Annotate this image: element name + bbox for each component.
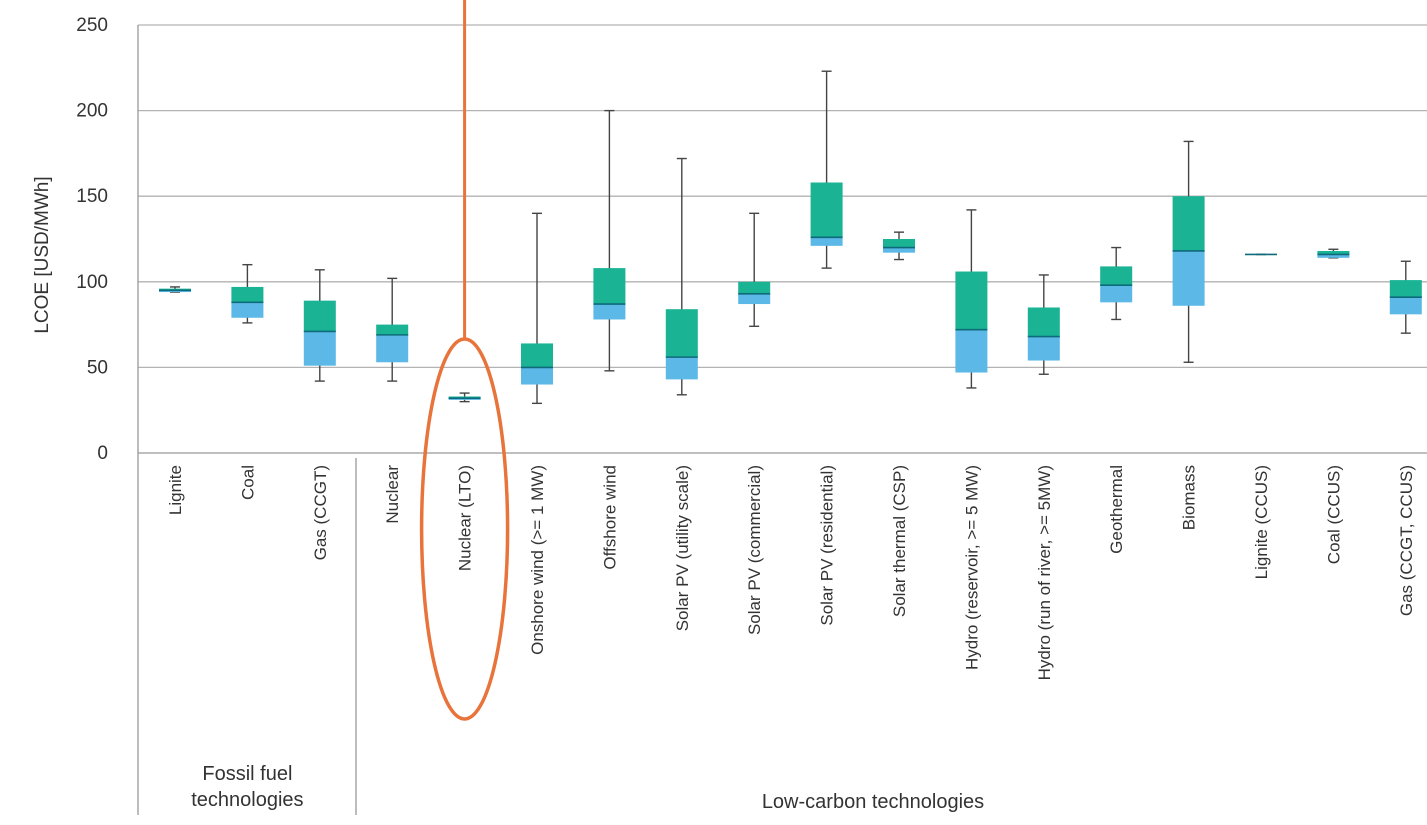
category-label-18: Gas (CCGT, CCUS) xyxy=(1397,465,1416,616)
box-5 xyxy=(448,392,481,403)
y-tick-label-0: 0 xyxy=(97,443,108,464)
box-upper xyxy=(159,288,191,291)
box-upper xyxy=(1100,266,1133,286)
box-9 xyxy=(738,212,771,328)
box-18 xyxy=(1389,260,1422,334)
box-upper xyxy=(1027,307,1060,337)
box-upper xyxy=(376,324,409,335)
box-14 xyxy=(1100,246,1133,321)
box-17 xyxy=(1317,248,1350,259)
group-label-fossil: Fossil fuel technologies xyxy=(191,763,303,811)
group-label-line-2: technologies xyxy=(191,789,303,811)
category-label-17: Coal (CCUS) xyxy=(1324,465,1343,564)
category-label-2: Coal xyxy=(238,465,257,500)
y-tick-label-50: 50 xyxy=(87,357,108,378)
box-15 xyxy=(1172,140,1205,363)
category-label-8: Solar PV (utility scale) xyxy=(673,465,692,631)
category-groups: Fossil fuel technologies Low-carbon techno… xyxy=(191,458,984,815)
x-axis-category-labels: Lignite Coal Gas (CCGT) Nuclear Nuclear (LTO… xyxy=(166,465,1416,681)
category-label-13: Hydro (run of river, >= 5MW) xyxy=(1035,465,1054,680)
y-axis-ticks: 0 50 100 150 200 250 xyxy=(76,15,108,464)
highlight-annotations xyxy=(419,0,510,721)
box-lower xyxy=(1100,285,1133,303)
box-10 xyxy=(810,70,843,269)
box-lower xyxy=(1317,254,1350,258)
box-2 xyxy=(231,263,264,324)
box-lower xyxy=(448,398,481,400)
category-label-1: Lignite xyxy=(166,465,185,515)
category-label-11: Solar thermal (CSP) xyxy=(890,465,909,617)
box-upper xyxy=(665,309,698,358)
group-label-low-carbon: Low-carbon technologies xyxy=(762,791,984,813)
y-tick-label-150: 150 xyxy=(76,186,108,207)
box-lower xyxy=(1172,250,1205,306)
box-lower xyxy=(883,247,915,253)
box-upper xyxy=(810,182,843,238)
box-upper xyxy=(883,239,915,248)
box-8 xyxy=(665,157,698,396)
box-lower xyxy=(665,357,698,380)
box-upper xyxy=(955,271,988,330)
box-lower xyxy=(521,367,553,385)
y-axis-title: LCOE [USD/MWh] xyxy=(32,176,53,333)
box-12 xyxy=(955,209,988,389)
box-lower xyxy=(738,293,771,305)
category-label-6: Onshore wind (>= 1 MW) xyxy=(528,465,547,655)
grid-lines xyxy=(137,24,1427,815)
box-lower xyxy=(159,290,191,293)
category-label-3: Gas (CCGT) xyxy=(311,465,330,560)
category-label-10: Solar PV (residential) xyxy=(818,465,837,626)
box-13 xyxy=(1027,274,1060,375)
y-tick-label-200: 200 xyxy=(76,101,108,122)
category-label-16: Lignite (CCUS) xyxy=(1252,465,1271,579)
highlight-ellipse xyxy=(419,337,510,721)
category-label-7: Offshore wind xyxy=(600,465,619,570)
box-upper xyxy=(231,286,264,303)
box-upper xyxy=(303,300,336,332)
category-label-14: Geothermal xyxy=(1107,465,1126,554)
category-label-4: Nuclear xyxy=(383,465,402,524)
box-7 xyxy=(593,109,626,372)
box-3 xyxy=(303,269,336,382)
box-lower xyxy=(1027,336,1060,361)
y-tick-label-250: 250 xyxy=(76,15,108,36)
box-4 xyxy=(376,277,409,382)
box-lower xyxy=(955,329,988,373)
category-label-9: Solar PV (commercial) xyxy=(745,465,764,635)
box-upper xyxy=(738,281,771,294)
box-11 xyxy=(883,231,915,261)
group-label-line-1: Fossil fuel xyxy=(202,763,292,785)
box-upper xyxy=(1389,280,1422,298)
box-upper xyxy=(593,268,626,305)
box-upper xyxy=(1172,196,1205,251)
box-upper xyxy=(448,396,481,399)
category-label-15: Biomass xyxy=(1180,465,1199,530)
box-plot-series xyxy=(159,70,1422,405)
box-lower xyxy=(810,237,843,246)
box-1 xyxy=(159,286,191,293)
y-tick-label-100: 100 xyxy=(76,272,108,293)
category-label-5: Nuclear (LTO) xyxy=(456,465,475,571)
box-upper xyxy=(1317,250,1350,255)
box-lower xyxy=(593,304,626,320)
box-6 xyxy=(521,212,553,405)
box-lower xyxy=(376,334,409,363)
box-lower xyxy=(231,302,264,318)
category-label-12: Hydro (reservoir, >= 5 MW) xyxy=(962,465,981,670)
box-lower xyxy=(1389,297,1422,315)
box-upper xyxy=(521,343,553,368)
box-lower xyxy=(303,331,336,366)
